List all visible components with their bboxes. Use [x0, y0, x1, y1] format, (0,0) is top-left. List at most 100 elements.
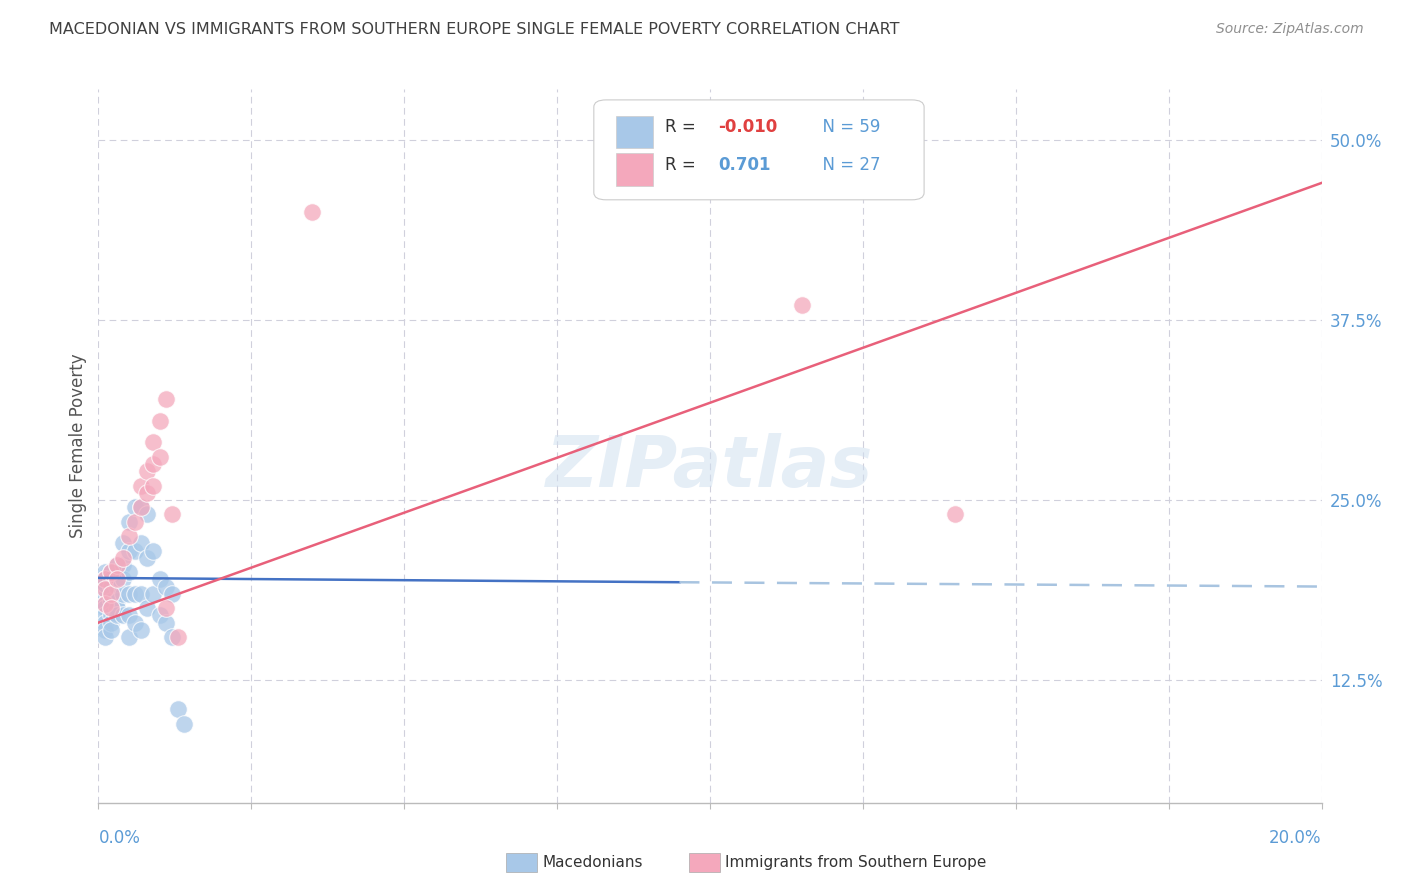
Point — [100, 565, 122, 579]
Point — [943, 508, 966, 522]
Y-axis label: Single Female Poverty: Single Female Poverty — [69, 354, 87, 538]
Point — [93, 601, 115, 615]
Point — [790, 298, 813, 312]
Point — [93, 572, 115, 586]
Point — [136, 464, 159, 478]
Point — [93, 623, 115, 637]
Point — [149, 450, 172, 464]
Point — [124, 500, 146, 515]
Point — [111, 572, 134, 586]
Point — [118, 515, 141, 529]
Point — [93, 597, 115, 611]
Point — [136, 486, 159, 500]
Point — [129, 478, 152, 492]
Point — [93, 565, 115, 579]
Point — [105, 601, 128, 615]
Point — [129, 536, 152, 550]
Text: R =: R = — [665, 155, 706, 174]
Point — [129, 500, 152, 515]
Point — [100, 601, 122, 615]
Point — [93, 597, 115, 611]
Point — [118, 630, 141, 644]
Point — [100, 587, 122, 601]
Point — [167, 630, 190, 644]
FancyBboxPatch shape — [616, 116, 652, 148]
Point — [167, 702, 190, 716]
Point — [155, 601, 177, 615]
Point — [129, 587, 152, 601]
Point — [149, 608, 172, 623]
Point — [93, 608, 115, 623]
Point — [93, 582, 115, 597]
Point — [93, 572, 115, 586]
Point — [124, 515, 146, 529]
Point — [100, 601, 122, 615]
Point — [136, 601, 159, 615]
Point — [155, 580, 177, 594]
Text: ZIPatlas: ZIPatlas — [547, 433, 873, 502]
FancyBboxPatch shape — [616, 153, 652, 186]
Text: -0.010: -0.010 — [718, 119, 778, 136]
Point — [93, 615, 115, 630]
Point — [129, 623, 152, 637]
Point — [136, 508, 159, 522]
Point — [105, 594, 128, 608]
Text: N = 27: N = 27 — [811, 155, 880, 174]
Point — [118, 565, 141, 579]
Point — [105, 572, 128, 586]
FancyBboxPatch shape — [593, 100, 924, 200]
Point — [111, 608, 134, 623]
Point — [93, 590, 115, 604]
Point — [118, 543, 141, 558]
Point — [105, 608, 128, 623]
Text: Immigrants from Southern Europe: Immigrants from Southern Europe — [725, 855, 987, 870]
Point — [142, 435, 165, 450]
Text: Source: ZipAtlas.com: Source: ZipAtlas.com — [1216, 22, 1364, 37]
Point — [111, 587, 134, 601]
Point — [173, 716, 195, 731]
Point — [155, 615, 177, 630]
Point — [100, 608, 122, 623]
Point — [142, 457, 165, 471]
Text: R =: R = — [665, 119, 700, 136]
Point — [136, 550, 159, 565]
Point — [105, 572, 128, 586]
Point — [100, 587, 122, 601]
Point — [105, 580, 128, 594]
Point — [160, 508, 183, 522]
Point — [93, 582, 115, 597]
Text: 0.701: 0.701 — [718, 155, 770, 174]
Point — [124, 543, 146, 558]
Point — [100, 594, 122, 608]
Text: MACEDONIAN VS IMMIGRANTS FROM SOUTHERN EUROPE SINGLE FEMALE POVERTY CORRELATION : MACEDONIAN VS IMMIGRANTS FROM SOUTHERN E… — [49, 22, 900, 37]
Point — [100, 580, 122, 594]
Point — [93, 572, 115, 586]
Point — [111, 536, 134, 550]
Point — [118, 529, 141, 543]
Point — [93, 576, 115, 591]
Point — [111, 558, 134, 572]
Point — [160, 587, 183, 601]
Point — [100, 565, 122, 579]
Text: 20.0%: 20.0% — [1270, 829, 1322, 847]
Point — [118, 608, 141, 623]
Point — [142, 543, 165, 558]
Point — [142, 478, 165, 492]
Point — [100, 615, 122, 630]
Point — [105, 558, 128, 572]
Point — [93, 630, 115, 644]
Point — [111, 550, 134, 565]
Point — [100, 623, 122, 637]
Point — [142, 587, 165, 601]
Point — [124, 587, 146, 601]
Point — [149, 414, 172, 428]
Point — [149, 572, 172, 586]
Text: Macedonians: Macedonians — [543, 855, 643, 870]
Point — [129, 500, 152, 515]
Point — [93, 576, 115, 591]
Text: N = 59: N = 59 — [811, 119, 880, 136]
Text: 0.0%: 0.0% — [98, 829, 141, 847]
Point — [118, 587, 141, 601]
Point — [124, 615, 146, 630]
Point — [100, 572, 122, 586]
